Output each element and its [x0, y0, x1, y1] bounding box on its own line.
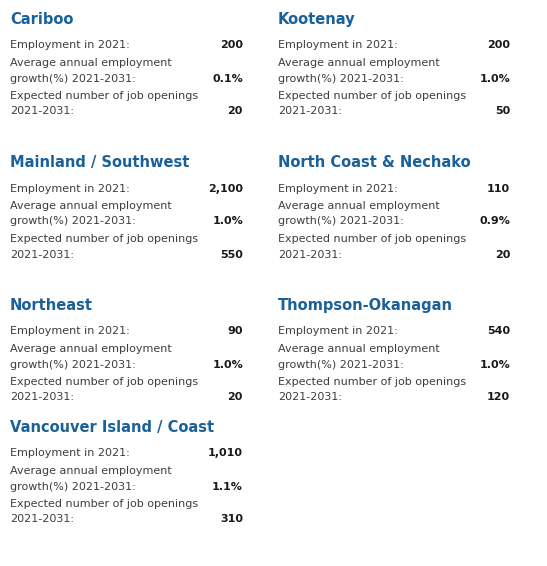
Text: 90: 90: [228, 327, 243, 337]
Text: growth(%) 2021-2031:: growth(%) 2021-2031:: [10, 74, 136, 84]
Text: Average annual employment: Average annual employment: [10, 58, 172, 68]
Text: growth(%) 2021-2031:: growth(%) 2021-2031:: [10, 359, 136, 370]
Text: 2021-2031:: 2021-2031:: [10, 392, 74, 402]
Text: 20: 20: [228, 106, 243, 117]
Text: Employment in 2021:: Employment in 2021:: [10, 183, 130, 194]
Text: North Coast & Nechako: North Coast & Nechako: [278, 155, 470, 170]
Text: Average annual employment: Average annual employment: [10, 466, 172, 476]
Text: growth(%) 2021-2031:: growth(%) 2021-2031:: [10, 217, 136, 226]
Text: Average annual employment: Average annual employment: [278, 344, 440, 354]
Text: Vancouver Island / Coast: Vancouver Island / Coast: [10, 420, 214, 435]
Text: Expected number of job openings: Expected number of job openings: [10, 377, 198, 387]
Text: 20: 20: [228, 392, 243, 402]
Text: Employment in 2021:: Employment in 2021:: [278, 183, 398, 194]
Text: 2021-2031:: 2021-2031:: [278, 106, 342, 117]
Text: 1,010: 1,010: [208, 448, 243, 458]
Text: Employment in 2021:: Employment in 2021:: [10, 41, 130, 50]
Text: Expected number of job openings: Expected number of job openings: [278, 377, 466, 387]
Text: growth(%) 2021-2031:: growth(%) 2021-2031:: [278, 359, 404, 370]
Text: Employment in 2021:: Employment in 2021:: [278, 41, 398, 50]
Text: 1.1%: 1.1%: [212, 482, 243, 491]
Text: Expected number of job openings: Expected number of job openings: [10, 499, 198, 509]
Text: Average annual employment: Average annual employment: [10, 201, 172, 211]
Text: Employment in 2021:: Employment in 2021:: [278, 327, 398, 337]
Text: Expected number of job openings: Expected number of job openings: [10, 234, 198, 244]
Text: 50: 50: [494, 106, 510, 117]
Text: Expected number of job openings: Expected number of job openings: [278, 91, 466, 101]
Text: 1.0%: 1.0%: [212, 359, 243, 370]
Text: 1.0%: 1.0%: [479, 359, 510, 370]
Text: 1.0%: 1.0%: [212, 217, 243, 226]
Text: Northeast: Northeast: [10, 298, 93, 313]
Text: growth(%) 2021-2031:: growth(%) 2021-2031:: [10, 482, 136, 491]
Text: Expected number of job openings: Expected number of job openings: [10, 91, 198, 101]
Text: 2021-2031:: 2021-2031:: [10, 106, 74, 117]
Text: 2021-2031:: 2021-2031:: [278, 392, 342, 402]
Text: Mainland / Southwest: Mainland / Southwest: [10, 155, 189, 170]
Text: 20: 20: [494, 250, 510, 259]
Text: 540: 540: [487, 327, 510, 337]
Text: 550: 550: [220, 250, 243, 259]
Text: 200: 200: [487, 41, 510, 50]
Text: 310: 310: [220, 514, 243, 525]
Text: Thompson-Okanagan: Thompson-Okanagan: [278, 298, 453, 313]
Text: Average annual employment: Average annual employment: [10, 344, 172, 354]
Text: Average annual employment: Average annual employment: [278, 201, 440, 211]
Text: 2021-2031:: 2021-2031:: [278, 250, 342, 259]
Text: 2,100: 2,100: [208, 183, 243, 194]
Text: 2021-2031:: 2021-2031:: [10, 514, 74, 525]
Text: 110: 110: [487, 183, 510, 194]
Text: Employment in 2021:: Employment in 2021:: [10, 448, 130, 458]
Text: 120: 120: [487, 392, 510, 402]
Text: Average annual employment: Average annual employment: [278, 58, 440, 68]
Text: Cariboo: Cariboo: [10, 12, 73, 27]
Text: growth(%) 2021-2031:: growth(%) 2021-2031:: [278, 217, 404, 226]
Text: 200: 200: [220, 41, 243, 50]
Text: 0.9%: 0.9%: [479, 217, 510, 226]
Text: 0.1%: 0.1%: [212, 74, 243, 84]
Text: Employment in 2021:: Employment in 2021:: [10, 327, 130, 337]
Text: growth(%) 2021-2031:: growth(%) 2021-2031:: [278, 74, 404, 84]
Text: 2021-2031:: 2021-2031:: [10, 250, 74, 259]
Text: Kootenay: Kootenay: [278, 12, 356, 27]
Text: Expected number of job openings: Expected number of job openings: [278, 234, 466, 244]
Text: 1.0%: 1.0%: [479, 74, 510, 84]
